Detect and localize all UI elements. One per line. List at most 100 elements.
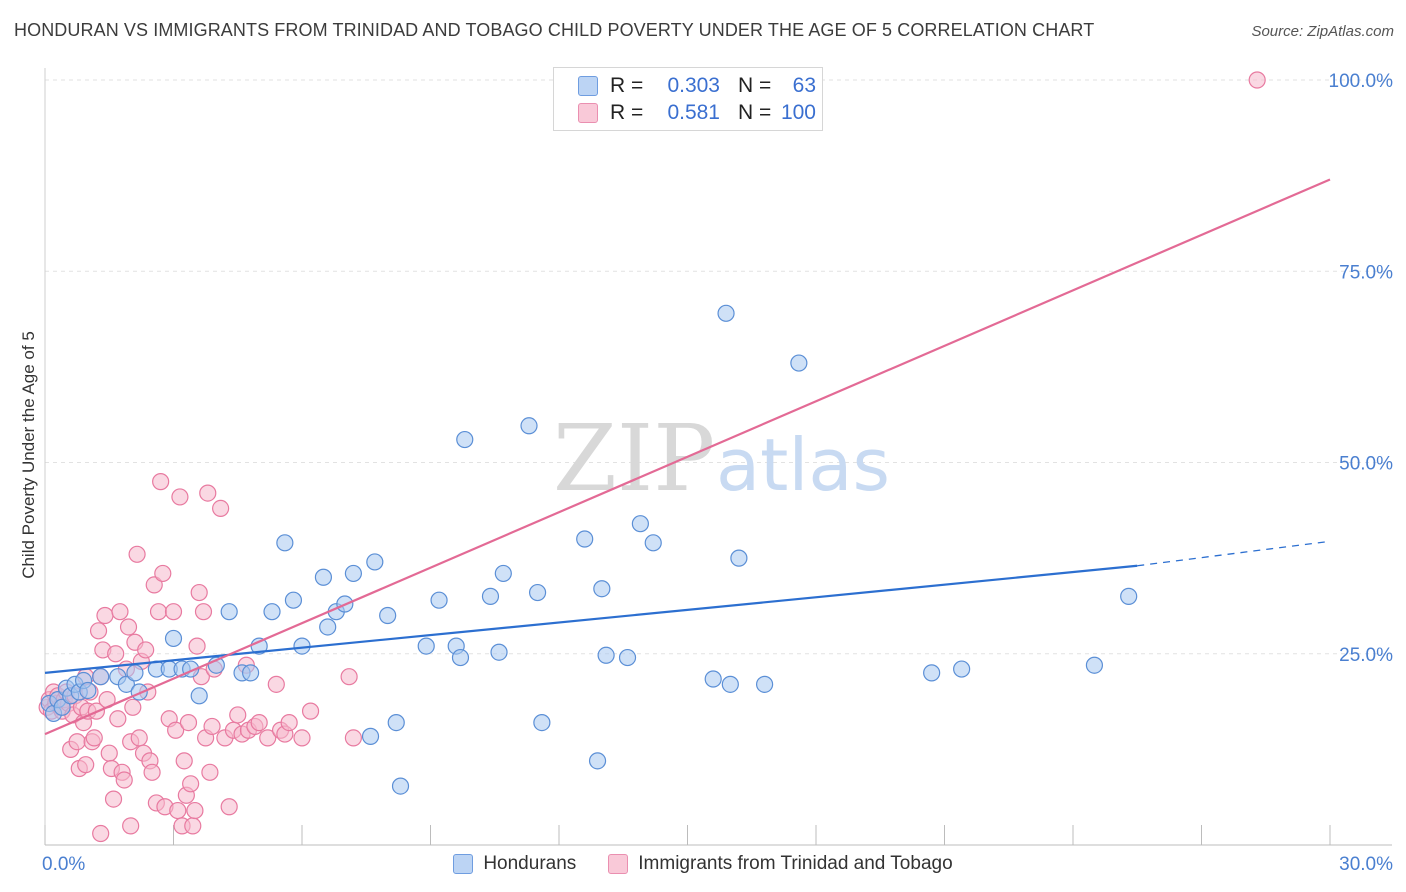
data-point <box>100 744 118 762</box>
data-point <box>721 675 739 693</box>
data-point <box>104 790 123 808</box>
y-axis-label: Child Poverty Under the Age of 5 <box>19 331 38 579</box>
data-point <box>520 417 538 435</box>
data-point <box>430 591 448 609</box>
data-point <box>154 564 172 583</box>
data-point <box>391 777 410 795</box>
data-point <box>417 637 435 655</box>
legend-label-trinidad: Immigrants from Trinidad and Tobago <box>638 853 953 874</box>
data-point <box>188 637 206 655</box>
data-point <box>164 629 183 648</box>
x-tick-label: 30.0% <box>1339 854 1393 875</box>
y-tick-label: 25.0% <box>1339 645 1393 666</box>
data-point <box>119 618 138 636</box>
legend-r-label: R = <box>610 101 644 124</box>
data-point <box>644 534 662 552</box>
data-point <box>220 603 238 621</box>
data-point <box>203 717 221 736</box>
legend-row-trinidad: R = 0.581 N = 100 <box>578 100 816 126</box>
data-point <box>122 817 140 835</box>
data-point <box>212 499 230 517</box>
data-point <box>284 591 303 609</box>
data-point <box>111 603 129 621</box>
legend-swatch-blue <box>453 854 474 874</box>
data-point <box>340 668 358 686</box>
y-tick-label: 75.0% <box>1339 262 1393 283</box>
data-point <box>490 643 508 661</box>
data-point <box>494 564 512 583</box>
data-point <box>344 564 362 583</box>
data-point <box>96 606 114 625</box>
legend-swatch-pink <box>608 854 629 874</box>
stats-legend: R = 0.303 N = 63 R = 0.581 N = 100 <box>553 67 823 131</box>
data-point <box>250 713 268 732</box>
data-point <box>755 675 774 693</box>
data-point <box>201 763 219 781</box>
legend-row-hondurans: R = 0.303 N = 63 <box>578 73 816 99</box>
data-point <box>618 648 637 667</box>
data-point <box>117 675 135 693</box>
legend-swatch-blue <box>578 76 598 96</box>
trend-lines <box>44 178 1331 736</box>
data-point <box>379 606 397 625</box>
data-point <box>190 583 208 602</box>
data-point <box>77 756 95 774</box>
grid-lines <box>45 79 1392 655</box>
data-point <box>115 771 133 789</box>
data-point <box>528 583 547 602</box>
data-point <box>92 824 110 843</box>
data-point <box>149 603 168 621</box>
data-point <box>259 729 277 747</box>
data-point <box>451 648 470 667</box>
watermark-zip: ZIP <box>553 405 715 512</box>
data-point <box>186 801 204 820</box>
chart-title: HONDURAN VS IMMIGRANTS FROM TRINIDAD AND… <box>14 20 1095 40</box>
x-tick-label: 0.0% <box>42 854 85 875</box>
data-point <box>242 664 260 682</box>
data-point <box>145 576 163 594</box>
legend-r-value: 0.581 <box>667 101 720 124</box>
data-point <box>220 798 238 816</box>
data-point <box>319 618 337 636</box>
legend-item-hondurans[interactable]: Hondurans <box>453 853 576 875</box>
data-point <box>190 687 208 705</box>
data-point <box>92 668 110 686</box>
data-point <box>1085 656 1104 674</box>
tick-labels: 25.0% 50.0% 75.0% 100.0% 0.0% 30.0% <box>42 71 1393 875</box>
data-point <box>143 763 161 781</box>
data-point <box>366 553 384 571</box>
data-point <box>175 752 193 770</box>
data-point <box>229 706 247 724</box>
series-legend: Hondurans Immigrants from Trinidad and T… <box>0 851 1406 877</box>
data-point <box>953 660 971 678</box>
legend-item-trinidad[interactable]: Immigrants from Trinidad and Tobago <box>608 853 953 875</box>
data-point <box>481 587 500 605</box>
data-point <box>126 664 144 682</box>
legend-n-label: N = <box>738 74 772 97</box>
data-point <box>137 641 155 659</box>
data-point <box>184 817 202 835</box>
trend-line-trinidad <box>44 178 1331 736</box>
data-point <box>597 646 615 664</box>
data-point <box>717 304 735 322</box>
watermark-atlas: atlas <box>716 423 890 507</box>
legend-swatch-pink <box>578 103 598 123</box>
data-point <box>263 603 281 621</box>
legend-r-label: R = <box>610 74 644 97</box>
data-point <box>293 729 311 747</box>
data-point <box>68 733 86 751</box>
data-point <box>280 713 298 732</box>
legend-label-hondurans: Hondurans <box>483 853 577 874</box>
data-point <box>923 664 941 682</box>
data-point <box>109 710 127 728</box>
data-point <box>276 534 294 552</box>
data-point <box>107 645 125 663</box>
data-point <box>314 568 333 586</box>
data-point <box>588 752 607 770</box>
data-point <box>1120 587 1138 605</box>
data-point <box>267 675 285 693</box>
legend-n-value: 63 <box>792 74 816 97</box>
data-point <box>199 484 217 502</box>
data-point <box>704 670 722 688</box>
data-point <box>164 603 183 621</box>
